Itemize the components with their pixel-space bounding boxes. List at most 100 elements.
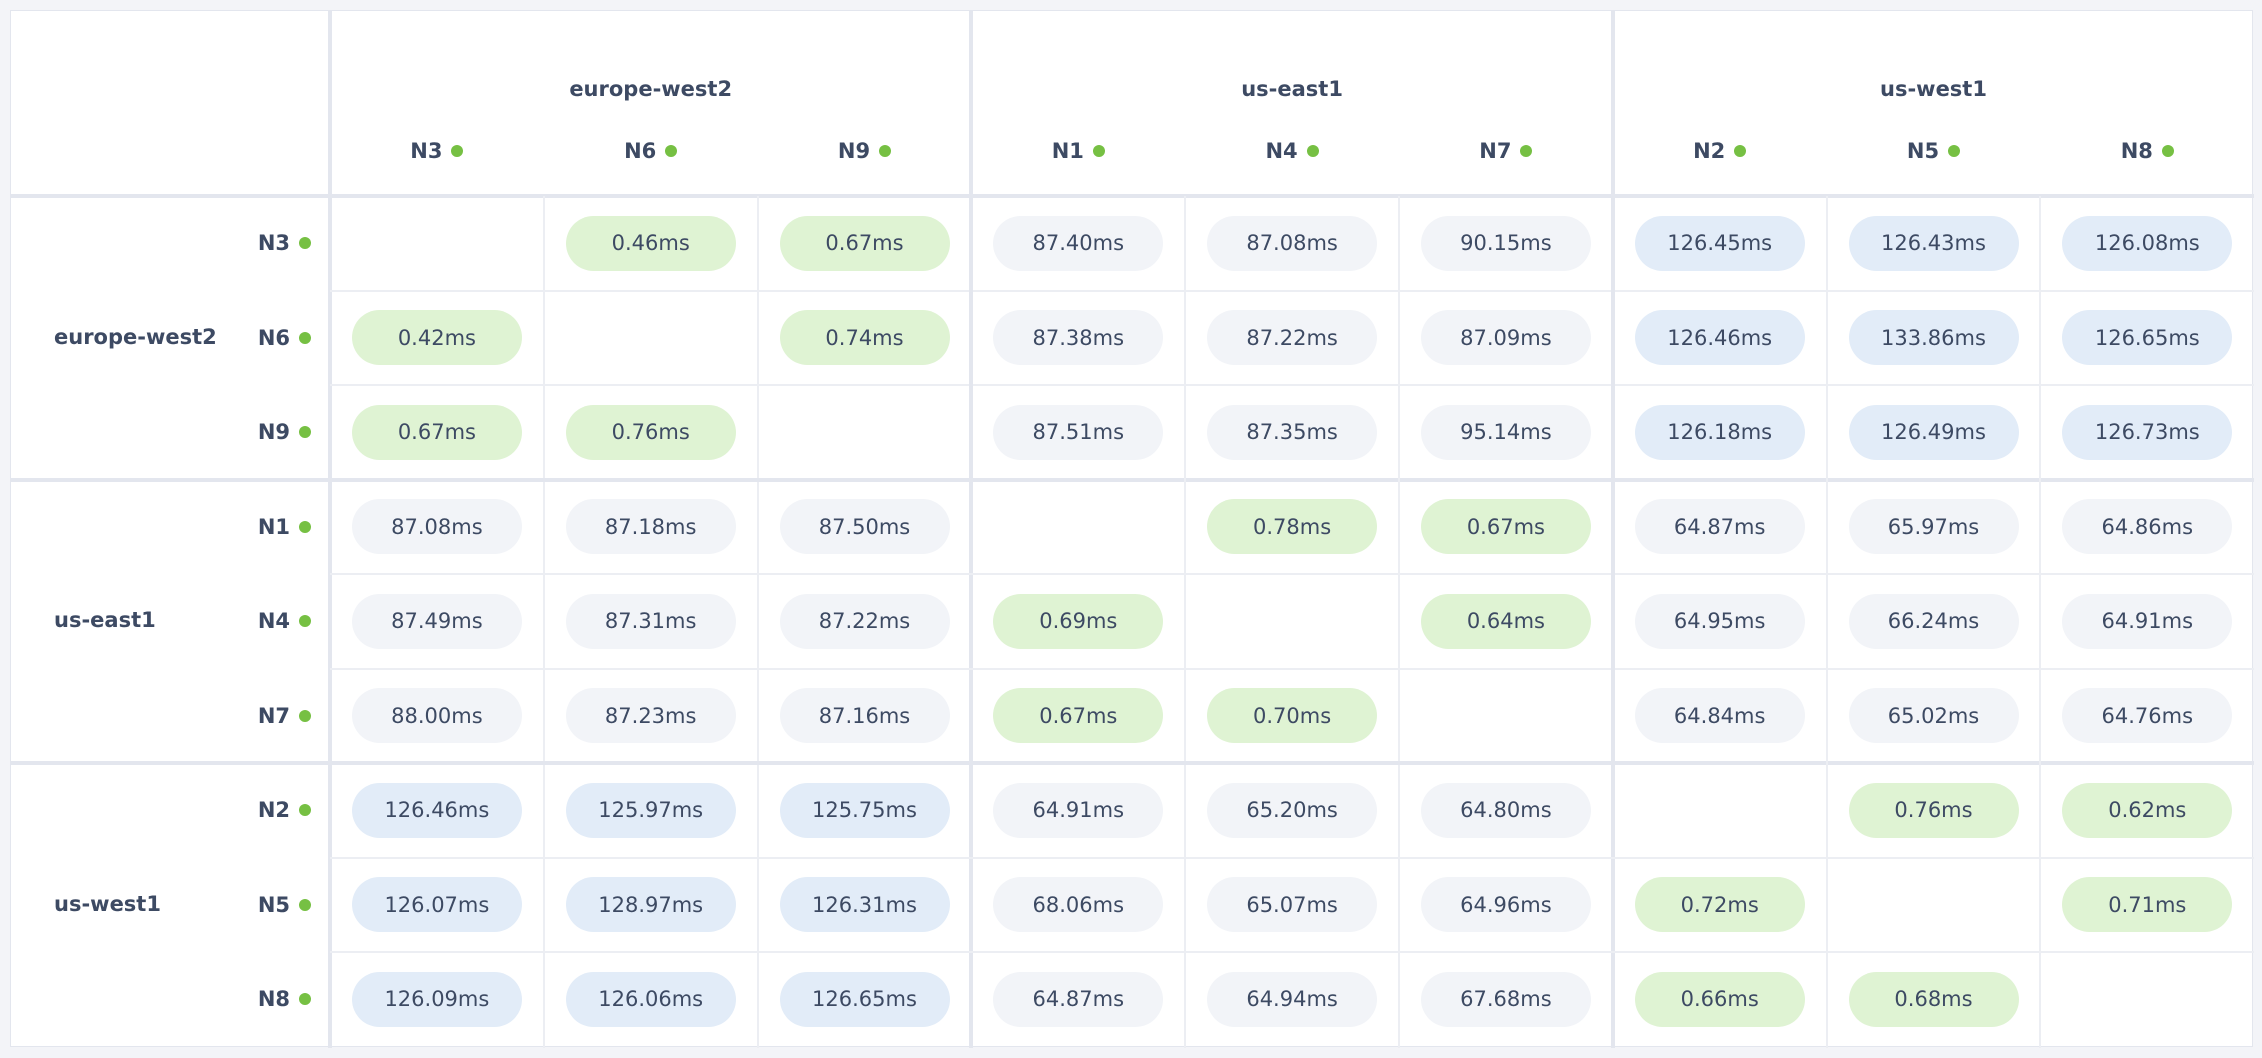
latency-cell: 66.24ms xyxy=(1848,593,2019,649)
row-node-label: N9 xyxy=(191,385,311,480)
row-divider xyxy=(330,667,2254,670)
latency-cell: 64.86ms xyxy=(2062,499,2233,555)
latency-cell: 0.67ms xyxy=(351,404,522,460)
column-region-label: europe-west2 xyxy=(569,77,733,101)
node-name: N5 xyxy=(257,892,290,917)
latency-cell: 65.02ms xyxy=(1848,688,2019,744)
node-name: N5 xyxy=(1906,139,1940,163)
status-dot xyxy=(665,145,678,157)
latency-cell: 125.75ms xyxy=(779,782,950,838)
column-divider xyxy=(328,11,332,1048)
latency-cell: 0.42ms xyxy=(351,310,522,366)
status-dot xyxy=(299,993,311,1006)
column-region-label: us-west1 xyxy=(1880,77,1987,101)
latency-cell: 125.97ms xyxy=(565,782,736,838)
latency-cell: 126.43ms xyxy=(1848,215,2019,271)
column-node-label: N6 xyxy=(544,139,758,163)
column-node-label: N4 xyxy=(1185,139,1399,163)
latency-cell: 126.73ms xyxy=(2062,404,2233,460)
latency-cell: 0.76ms xyxy=(565,404,736,460)
latency-cell: 126.46ms xyxy=(351,782,522,838)
latency-cell: 87.50ms xyxy=(779,499,950,555)
row-region-label: europe-west2 xyxy=(54,324,217,349)
node-name: N6 xyxy=(624,139,657,163)
latency-cell: 0.67ms xyxy=(993,688,1164,744)
latency-cell: 133.86ms xyxy=(1848,310,2019,366)
latency-cell: 64.96ms xyxy=(1420,877,1591,933)
latency-cell: 87.38ms xyxy=(993,310,1164,366)
status-dot xyxy=(879,145,892,157)
column-node-label: N7 xyxy=(1399,139,1613,163)
row-divider xyxy=(330,856,2254,859)
latency-cell: 0.70ms xyxy=(1207,688,1378,744)
node-name: N3 xyxy=(410,139,443,163)
row-region-label: us-west1 xyxy=(54,891,161,916)
node-name: N6 xyxy=(257,325,290,350)
node-name: N4 xyxy=(1265,139,1298,163)
latency-cell: 0.68ms xyxy=(1848,971,2019,1027)
latency-cell: 67.68ms xyxy=(1420,971,1591,1027)
latency-cell: 0.67ms xyxy=(779,215,950,271)
status-dot xyxy=(299,898,311,911)
node-name: N7 xyxy=(257,703,290,728)
row-node-label: N8 xyxy=(191,952,311,1047)
column-divider xyxy=(542,196,545,1048)
status-dot xyxy=(2161,145,2174,157)
latency-cell: 126.06ms xyxy=(565,971,736,1027)
column-divider xyxy=(756,196,759,1048)
latency-cell: 126.45ms xyxy=(1634,215,1805,271)
row-node-label: N1 xyxy=(191,480,311,575)
latency-cell: 87.51ms xyxy=(993,404,1164,460)
row-divider xyxy=(330,384,2254,386)
latency-cell: 0.71ms xyxy=(2062,877,2233,933)
column-node-label: N1 xyxy=(971,139,1185,163)
latency-cell: 87.49ms xyxy=(351,593,522,649)
latency-cell: 87.23ms xyxy=(565,688,736,744)
latency-cell: 126.18ms xyxy=(1634,404,1805,460)
column-node-label: N2 xyxy=(1613,139,1827,163)
latency-cell: 87.18ms xyxy=(565,499,736,555)
latency-cell: 65.97ms xyxy=(1848,499,2019,555)
latency-cell: 0.67ms xyxy=(1420,499,1591,555)
latency-cell: 87.31ms xyxy=(565,593,736,649)
latency-cell: 64.95ms xyxy=(1634,593,1805,649)
column-node-label: N3 xyxy=(330,139,544,163)
row-divider xyxy=(11,194,2254,198)
latency-cell: 0.72ms xyxy=(1634,877,1805,933)
latency-cell: 0.78ms xyxy=(1207,499,1378,555)
row-node-label: N5 xyxy=(191,858,311,953)
column-region-label: us-east1 xyxy=(1241,77,1343,101)
status-dot xyxy=(299,331,311,344)
column-divider xyxy=(969,11,974,1048)
latency-cell: 64.80ms xyxy=(1420,782,1591,838)
latency-cell: 87.22ms xyxy=(1207,310,1378,366)
latency-cell: 126.31ms xyxy=(779,877,950,933)
latency-cell: 0.76ms xyxy=(1848,782,2019,838)
node-name: N1 xyxy=(257,514,290,539)
latency-cell: 128.97ms xyxy=(565,877,736,933)
latency-cell: 87.08ms xyxy=(1207,215,1378,271)
latency-cell: 0.74ms xyxy=(779,310,950,366)
column-divider xyxy=(1398,196,1400,1048)
latency-cell: 64.87ms xyxy=(1634,499,1805,555)
status-dot xyxy=(1306,145,1319,157)
column-node-label: N5 xyxy=(1827,139,2041,163)
latency-cell: 95.14ms xyxy=(1420,404,1591,460)
status-dot xyxy=(1948,145,1961,157)
status-dot xyxy=(451,145,464,157)
node-name: N9 xyxy=(257,420,290,445)
status-dot xyxy=(299,615,311,628)
node-name: N7 xyxy=(1479,139,1512,163)
node-name: N2 xyxy=(257,798,290,823)
latency-cell: 126.46ms xyxy=(1634,310,1805,366)
latency-cell: 126.49ms xyxy=(1848,404,2019,460)
status-dot xyxy=(1734,145,1747,157)
status-dot xyxy=(1092,145,1105,157)
latency-cell: 87.22ms xyxy=(779,593,950,649)
status-dot xyxy=(299,709,311,722)
latency-cell: 126.08ms xyxy=(2062,215,2233,271)
latency-cell: 0.64ms xyxy=(1420,593,1591,649)
row-node-label: N6 xyxy=(191,291,311,386)
latency-matrix: europe-west2 N3 N6 N9 europe-west2 N3 N6 N9 us-e… xyxy=(10,10,2254,1048)
latency-cell: 88.00ms xyxy=(351,688,522,744)
